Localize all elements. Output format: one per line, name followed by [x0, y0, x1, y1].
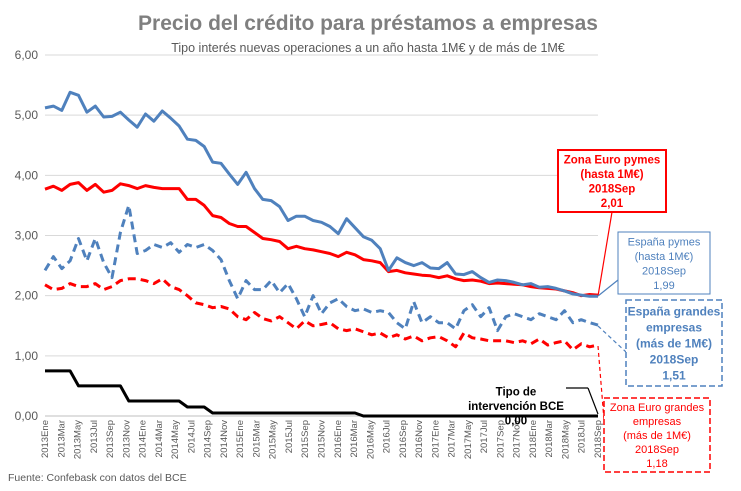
x-tick-label: 2013Ene	[40, 420, 51, 458]
annotation-text: España pymes	[628, 236, 701, 248]
series-line	[44, 90, 598, 298]
series-line	[43, 203, 599, 333]
x-axis-ticks: 2013Ene 2013Mar 2013May 2013Jul 2013Sep 2013N…	[40, 420, 604, 459]
annotation-connector	[597, 279, 619, 297]
x-tick-label: 2016Mar	[349, 420, 360, 458]
gridlines	[45, 54, 598, 417]
annotation-text: 1,51	[662, 368, 686, 382]
annotation-text: 2018Sep	[642, 265, 686, 277]
annotation-text: 1,99	[653, 280, 674, 292]
annotation-text: empresas	[646, 320, 702, 334]
x-tick-label: 2014May	[170, 420, 181, 459]
x-tick-label: 2015Mar	[251, 420, 262, 458]
x-tick-label: 2018Ene	[528, 420, 539, 458]
x-tick-label: 2016Sep	[398, 420, 409, 458]
x-tick-label: 2018May	[560, 420, 571, 459]
annotation-box: España grandes empresas (más de 1M€) 2018Se…	[625, 299, 723, 387]
annotation-text: 2018Sep	[635, 444, 679, 456]
annotation-text: 2018Sep	[650, 352, 699, 366]
x-tick-label: 2014Nov	[219, 420, 230, 458]
x-tick-label: 2017Jul	[479, 420, 490, 453]
series-line	[44, 277, 599, 352]
y-tick-label: 5,00	[15, 108, 39, 122]
annotation-frame	[603, 397, 711, 473]
x-tick-label: 2015Sep	[300, 420, 311, 458]
y-tick-label: 2,00	[15, 289, 39, 303]
x-tick-label: 2016Ene	[333, 420, 344, 458]
x-tick-label: 2017Sep	[495, 420, 506, 458]
source-note: Fuente: Confebask con datos del BCE	[8, 472, 187, 484]
annotation-text: (más de 1M€)	[623, 430, 691, 442]
x-tick-label: 2016Jul	[382, 420, 393, 453]
x-tick-label: 2018Sep	[593, 420, 604, 458]
x-tick-label: 2016May	[365, 420, 376, 459]
annotation-connector	[597, 325, 627, 353]
annotation-text: (más de 1M€)	[636, 336, 712, 350]
annotation-text: (hasta 1M€)	[635, 251, 694, 263]
annotation-connector	[587, 387, 599, 415]
annotation-frame	[617, 231, 711, 295]
x-tick-label: 2017Mar	[447, 420, 458, 458]
annotation-text: 0,00	[505, 416, 527, 428]
annotation-box: Zona Euro pymes (hasta 1M€) 2018Sep 2,01	[557, 149, 667, 213]
x-tick-label: 2014Ene	[138, 420, 149, 458]
x-tick-label: 2015Jul	[284, 420, 295, 453]
x-tick-label: 2017Nov	[512, 420, 523, 458]
annotation-text: España grandes	[628, 304, 721, 318]
annotations: Zona Euro pymes (hasta 1M€) 2018Sep 2,01 Esp…	[468, 149, 723, 473]
x-tick-label: 2013Jul	[89, 420, 100, 453]
y-axis-ticks: 0,00 1,00 2,00 3,00 4,00 5,00 6,00	[15, 48, 39, 423]
annotation-connector	[597, 211, 613, 297]
y-tick-label: 6,00	[15, 48, 39, 62]
x-tick-label: 2013Sep	[105, 420, 116, 458]
x-tick-label: 2013Nov	[121, 420, 132, 458]
chart-title: Precio del crédito para préstamos a empr…	[138, 12, 598, 35]
x-tick-label: 2014Sep	[203, 420, 214, 458]
x-tick-label: 2015Ene	[235, 420, 246, 458]
x-tick-label: 2014Jul	[186, 420, 197, 453]
y-tick-label: 4,00	[15, 168, 39, 182]
x-tick-label: 2015Nov	[317, 420, 328, 458]
y-tick-label: 0,00	[15, 409, 39, 423]
y-tick-label: 1,00	[15, 349, 39, 363]
annotation-box: Tipo de intervención BCE 0,00	[468, 387, 564, 428]
y-tick-label: 3,00	[15, 229, 39, 243]
x-tick-label: 2018Jul	[577, 420, 588, 453]
annotation-frame	[557, 149, 667, 213]
series-line	[45, 369, 598, 418]
chart-subtitle: Tipo interés nuevas operaciones a un año…	[171, 41, 565, 55]
annotation-text: empresas	[633, 416, 682, 428]
x-tick-label: 2013Mar	[56, 420, 67, 458]
series-lines	[43, 90, 599, 418]
annotation-connector	[597, 345, 605, 421]
annotation-text: (hasta 1M€)	[580, 169, 643, 181]
x-tick-label: 2013May	[73, 420, 84, 459]
x-tick-label: 2014Mar	[154, 420, 165, 458]
annotation-box: Zona Euro grandes empresas (más de 1M€) 201…	[603, 397, 711, 473]
series-line	[44, 181, 599, 298]
annotation-frame	[625, 299, 723, 387]
annotation-text: 1,18	[646, 458, 667, 470]
x-tick-label: 2015May	[268, 420, 279, 459]
annotation-text: 2,01	[601, 198, 624, 210]
x-tick-label: 2018Mar	[544, 420, 555, 458]
annotation-text: 2018Sep	[589, 183, 636, 195]
annotation-text: Zona Euro grandes	[610, 402, 705, 414]
annotation-text: Zona Euro pymes	[564, 154, 661, 166]
x-tick-label: 2017May	[463, 420, 474, 459]
annotation-text: Tipo de	[496, 387, 537, 399]
annotation-text: intervención BCE	[468, 401, 564, 413]
x-tick-label: 2017Ene	[430, 420, 441, 458]
annotation-box: España pymes (hasta 1M€) 2018Sep 1,99	[617, 231, 711, 295]
x-tick-label: 2016Nov	[414, 420, 425, 458]
